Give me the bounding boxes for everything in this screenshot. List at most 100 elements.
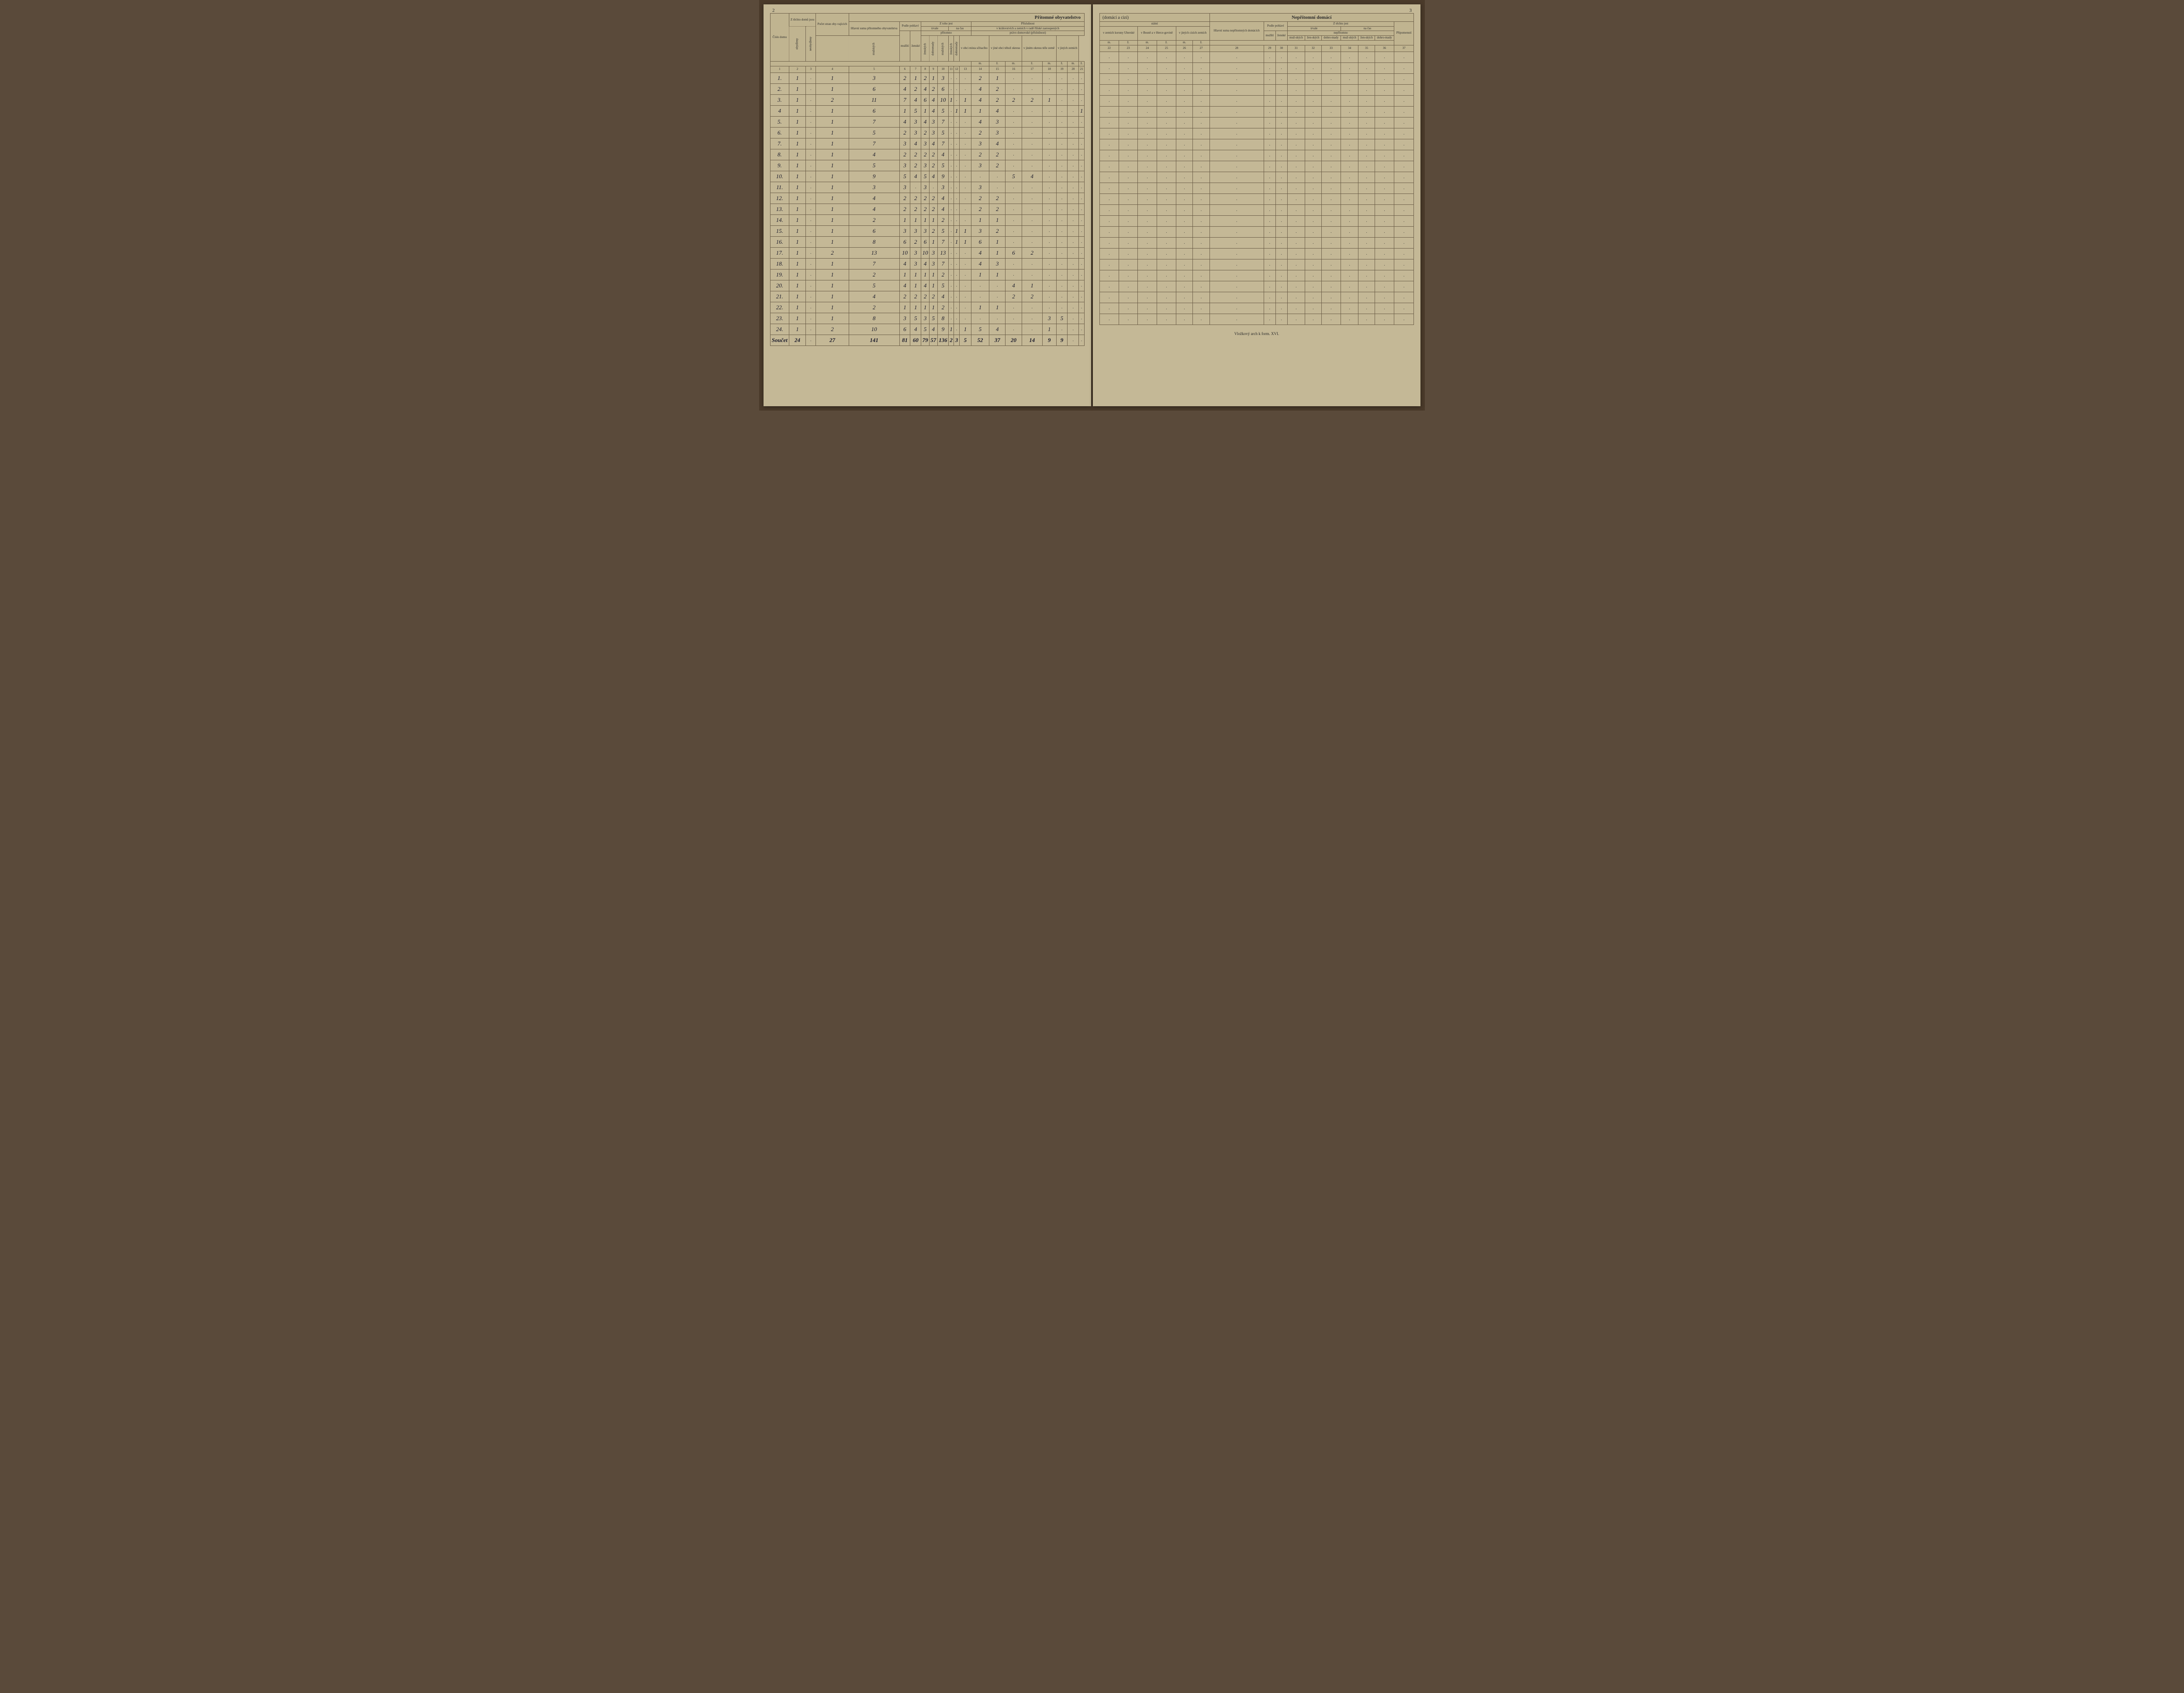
- data-cell: .: [806, 149, 816, 160]
- data-cell: .: [1138, 204, 1157, 215]
- data-cell: 1: [789, 236, 806, 247]
- data-cell: 3: [921, 160, 930, 171]
- data-cell: .: [954, 193, 959, 204]
- data-cell: 4: [929, 105, 937, 116]
- data-cell: 2: [929, 149, 937, 160]
- data-cell: .: [1375, 62, 1394, 73]
- data-cell: .: [1176, 270, 1193, 281]
- hdr-main-title: Přítomné obyvatelstvo: [849, 14, 1084, 22]
- sum-cell: 27: [816, 335, 849, 346]
- data-cell: 1: [789, 291, 806, 302]
- data-cell: .: [1375, 292, 1394, 303]
- data-cell: 3: [921, 182, 930, 193]
- data-cell: .: [1209, 172, 1264, 183]
- data-cell: .: [1264, 183, 1275, 193]
- hdr-muzsti: mužští: [899, 31, 910, 62]
- data-cell: 1: [971, 269, 989, 280]
- data-cell: .: [1287, 259, 1305, 270]
- data-cell: .: [1209, 303, 1264, 314]
- data-cell: 3: [971, 160, 989, 171]
- table-row: 11.1.133.3.3...3.......: [771, 182, 1085, 193]
- data-cell: 8: [849, 236, 899, 247]
- data-cell: 4: [937, 291, 948, 302]
- data-cell: .: [1176, 183, 1193, 193]
- table-row: ................: [1100, 172, 1414, 183]
- table-row: ................: [1100, 84, 1414, 95]
- sum-cell: 20: [1006, 335, 1022, 346]
- data-cell: 1: [816, 269, 849, 280]
- data-cell: .: [1358, 183, 1375, 193]
- data-cell: .: [954, 83, 959, 94]
- data-cell: .: [1193, 117, 1209, 128]
- data-cell: .: [954, 94, 959, 105]
- colnum-cell: 12: [954, 66, 959, 73]
- data-cell: 3: [899, 160, 910, 171]
- data-cell: .: [1068, 236, 1079, 247]
- data-cell: .: [1056, 291, 1068, 302]
- data-cell: 3: [899, 313, 910, 324]
- data-cell: .: [1305, 106, 1322, 117]
- data-cell: .: [1275, 150, 1287, 161]
- data-cell: 2: [910, 83, 921, 94]
- data-cell: 4: [921, 258, 930, 269]
- data-cell: .: [949, 105, 954, 116]
- hdr-v-jinem: v jiném okresu téže země: [1022, 36, 1056, 62]
- data-cell: .: [949, 182, 954, 193]
- data-cell: .: [1375, 248, 1394, 259]
- data-cell: .: [1176, 150, 1193, 161]
- data-cell: 1: [789, 149, 806, 160]
- data-cell: .: [954, 258, 959, 269]
- data-cell: .: [1119, 106, 1137, 117]
- data-cell: 2: [899, 204, 910, 214]
- data-cell: .: [1394, 292, 1414, 303]
- data-cell: 3: [971, 182, 989, 193]
- data-cell: .: [1209, 204, 1264, 215]
- hdr-muz2: mužských: [937, 36, 948, 62]
- data-cell: 15.: [771, 225, 789, 236]
- table-row: 5.1.1743437...43......: [771, 116, 1085, 127]
- data-cell: .: [1056, 171, 1068, 182]
- data-cell: 1: [910, 269, 921, 280]
- data-cell: .: [1321, 106, 1341, 117]
- data-cell: .: [1006, 160, 1022, 171]
- data-cell: .: [1079, 182, 1085, 193]
- data-cell: .: [1275, 183, 1287, 193]
- data-cell: .: [959, 171, 971, 182]
- data-cell: 2: [929, 291, 937, 302]
- table-row: 10.1.1954549.....54....: [771, 171, 1085, 182]
- data-cell: .: [1079, 127, 1085, 138]
- data-cell: .: [1375, 193, 1394, 204]
- data-cell: .: [1100, 73, 1119, 84]
- table-row: 17.1.21310310313...4162....: [771, 247, 1085, 258]
- data-cell: .: [1157, 226, 1176, 237]
- data-cell: .: [1068, 269, 1079, 280]
- data-cell: .: [959, 291, 971, 302]
- data-cell: .: [1305, 128, 1322, 139]
- data-cell: .: [1287, 106, 1305, 117]
- table-row: ................: [1100, 259, 1414, 270]
- data-cell: .: [1275, 215, 1287, 226]
- hdr-nepritomno: nepřítomno: [1287, 31, 1394, 36]
- data-cell: .: [1138, 73, 1157, 84]
- hdr-z-toho-jest: Z toho jest: [921, 22, 971, 27]
- data-cell: .: [806, 313, 816, 324]
- data-cell: .: [1394, 237, 1414, 248]
- data-cell: .: [1056, 302, 1068, 313]
- data-cell: .: [1022, 258, 1042, 269]
- data-cell: 5: [937, 225, 948, 236]
- hdr-trvale-r: trvale: [1287, 26, 1341, 31]
- colnum-cell: 24: [1138, 45, 1157, 52]
- data-cell: .: [1176, 259, 1193, 270]
- data-cell: 3: [937, 182, 948, 193]
- data-cell: .: [1042, 160, 1056, 171]
- data-cell: .: [1321, 215, 1341, 226]
- data-cell: .: [959, 138, 971, 149]
- colnum-row-right: 22232425262728293031323334353637: [1100, 45, 1414, 52]
- data-cell: .: [959, 313, 971, 324]
- data-cell: .: [1209, 292, 1264, 303]
- data-cell: .: [1209, 183, 1264, 193]
- data-cell: 8.: [771, 149, 789, 160]
- data-cell: 3: [921, 225, 930, 236]
- data-cell: .: [1022, 105, 1042, 116]
- data-cell: .: [806, 214, 816, 225]
